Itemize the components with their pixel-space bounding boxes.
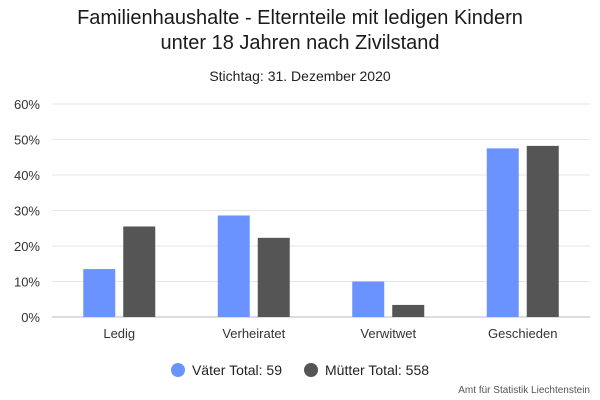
bar-muetter-ledig[interactable]	[123, 226, 156, 317]
y-tick-label: 20%	[14, 239, 40, 254]
bar-muetter-verwitwet[interactable]	[392, 304, 425, 317]
chart-title-line-1: Familienhaushalte - Elternteile mit ledi…	[77, 7, 523, 29]
y-tick-label: 10%	[14, 275, 40, 290]
y-axis-tick-labels: 0% 10% 20% 30% 40% 50% 60%	[14, 97, 40, 325]
legend-item-vaeter[interactable]: Väter Total: 59	[170, 362, 282, 378]
legend-swatch-muetter	[304, 363, 318, 377]
x-tick-label: Verwitwet	[360, 326, 416, 341]
y-tick-label: 50%	[14, 133, 40, 148]
bar-vaeter-verheiratet[interactable]	[217, 215, 250, 317]
bar-muetter-verheiratet[interactable]	[257, 237, 290, 317]
bar-vaeter-geschieden[interactable]	[486, 148, 519, 317]
chart-title: Familienhaushalte - Elternteile mit ledi…	[0, 6, 600, 56]
chart-title-line-2: unter 18 Jahren nach Zivilstand	[160, 32, 440, 54]
bar-vaeter-ledig[interactable]	[83, 269, 116, 317]
x-tick-label: Ledig	[103, 326, 135, 341]
legend-label-muetter: Mütter Total: 558	[325, 362, 430, 378]
bars	[83, 145, 559, 318]
legend-item-muetter[interactable]: Mütter Total: 558	[304, 362, 429, 378]
y-tick-label: 60%	[14, 97, 40, 112]
legend-label-vaeter: Väter Total: 59	[191, 362, 282, 378]
x-tick-label: Geschieden	[488, 326, 557, 341]
legend: Väter Total: 59 Mütter Total: 558	[0, 362, 600, 378]
bar-vaeter-verwitwet[interactable]	[352, 281, 385, 318]
y-tick-label: 30%	[14, 204, 40, 219]
y-tick-label: 0%	[21, 310, 40, 325]
chart-subtitle: Stichtag: 31. Dezember 2020	[209, 68, 391, 84]
y-tick-label: 40%	[14, 168, 40, 183]
bar-muetter-geschieden[interactable]	[526, 145, 559, 317]
legend-swatch-vaeter	[170, 363, 185, 377]
x-tick-label: Verheiratet	[222, 326, 285, 341]
credits[interactable]: Amt für Statistik Liechtenstein	[458, 385, 590, 396]
x-axis-tick-labels: Ledig Verheiratet Verwitwet Geschieden	[103, 326, 557, 341]
